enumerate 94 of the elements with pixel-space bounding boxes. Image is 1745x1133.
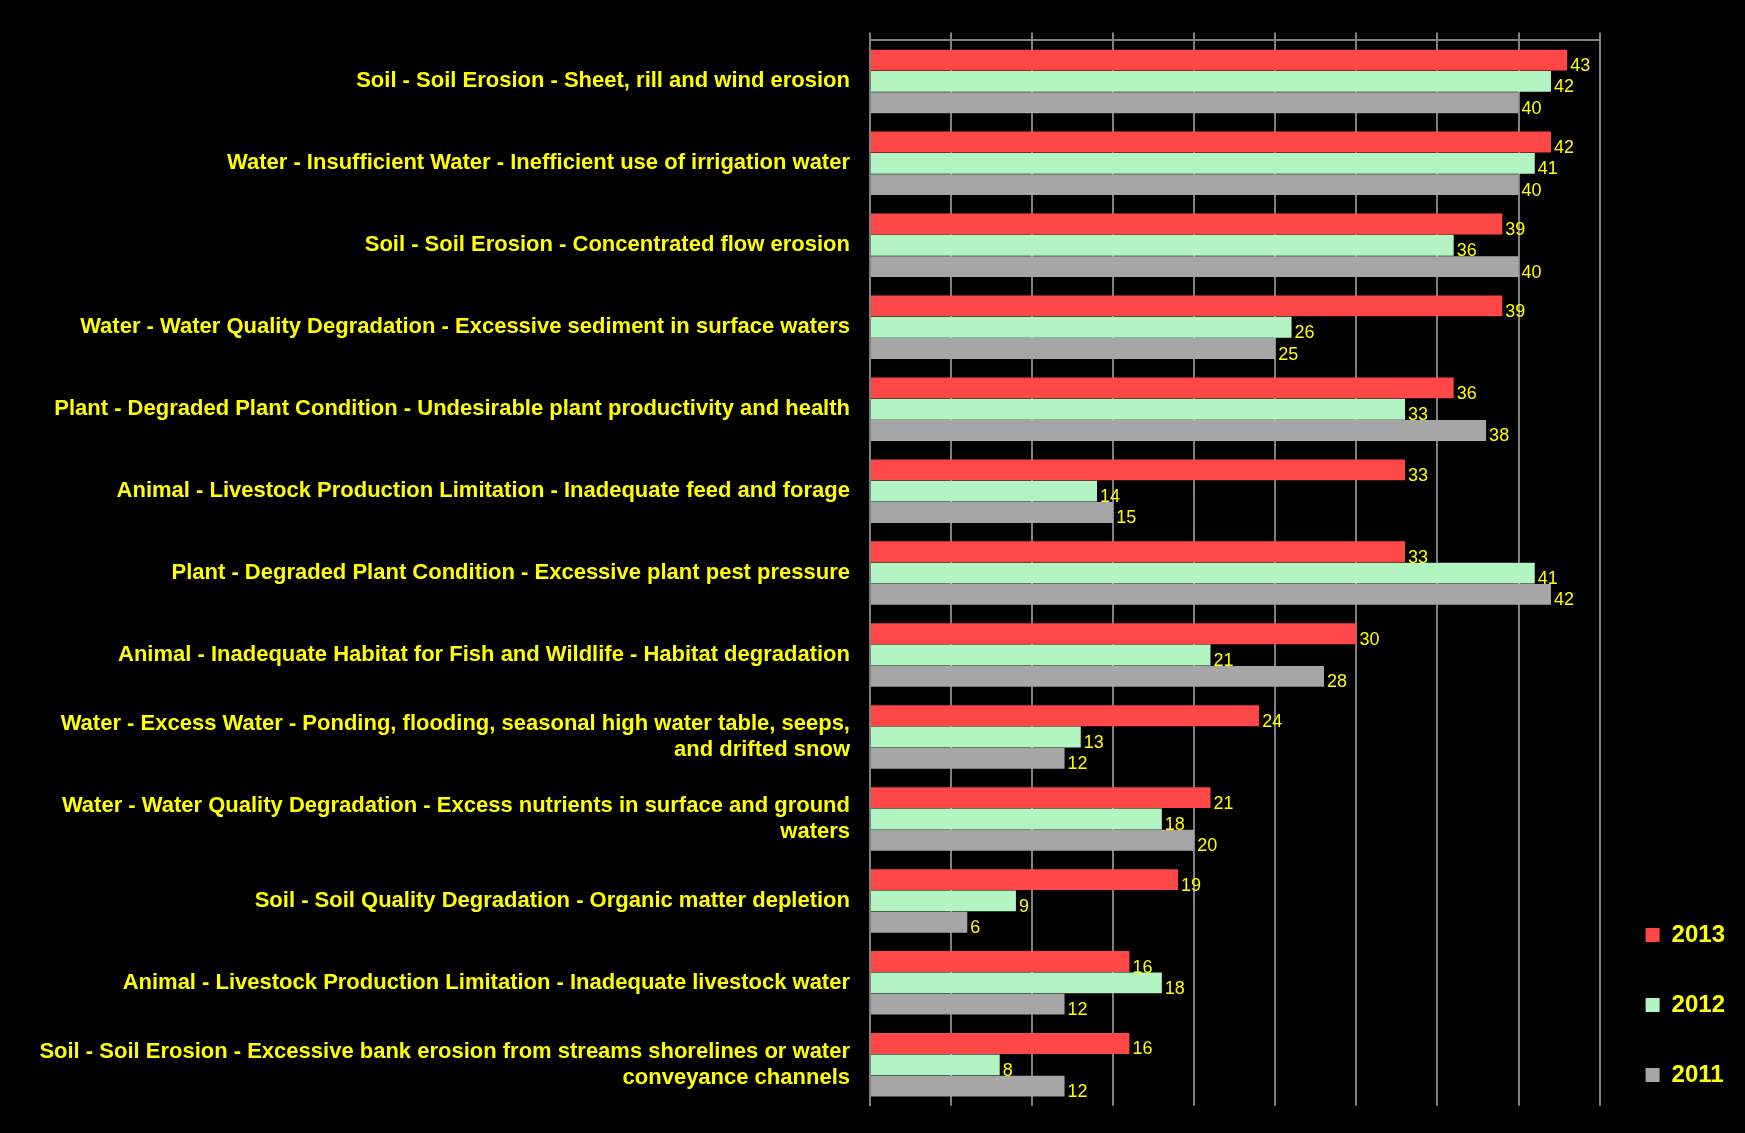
bar [871, 377, 1454, 399]
bar [871, 911, 968, 933]
data-label: 40 [1521, 261, 1542, 282]
data-label: 6 [970, 917, 981, 938]
y-tick-label: Soil - Soil Quality Degradation - Organic matter depletion [254, 886, 850, 912]
y-tick-label: Soil - Soil Erosion - Concentrated flow erosion [364, 231, 850, 257]
data-label: 24 [1262, 710, 1283, 731]
data-label: 39 [1505, 300, 1526, 321]
data-label: 42 [1553, 76, 1574, 97]
data-label: 12 [1067, 1081, 1088, 1102]
bar [871, 644, 1211, 666]
bar [871, 747, 1065, 769]
data-label: 30 [1359, 628, 1380, 649]
bar [871, 70, 1551, 92]
bar [871, 993, 1065, 1015]
bar [871, 1033, 1130, 1054]
data-label: 40 [1521, 179, 1542, 200]
y-tick-label: Plant - Degraded Plant Condition - Excessive plant pest pressure [171, 559, 850, 585]
bar [871, 541, 1406, 563]
y-tick-label: Water - Excess Water - Ponding, flooding, seasonal high water table, seeps, and drifted snow [60, 709, 851, 762]
y-tick-label: Soil - Soil Erosion - Excessive bank erosion from streams shorelines or water conveyance channels [39, 1037, 851, 1090]
data-label: 9 [1018, 895, 1029, 916]
bar [871, 295, 1503, 317]
bar [871, 234, 1454, 256]
data-label: 20 [1197, 835, 1218, 856]
bar [871, 174, 1519, 196]
y-tick-label: Animal - Livestock Production Limitation - Inadequate livestock water [122, 968, 851, 994]
bar [871, 213, 1503, 235]
data-label: 8 [1002, 1059, 1013, 1080]
bar [871, 256, 1519, 278]
data-label: 19 [1181, 874, 1202, 895]
y-tick-label: Plant - Degraded Plant Condition - Undesirable plant productivity and health [54, 395, 850, 421]
y-tick-label: Animal - Livestock Production Limitation - Inadequate feed and forage [116, 477, 850, 503]
bar [871, 623, 1357, 645]
data-label: 39 [1505, 218, 1526, 239]
bar [871, 705, 1260, 727]
bar [871, 583, 1551, 605]
data-label: 41 [1537, 568, 1558, 589]
bar [871, 972, 1162, 994]
y-tick-label: Water - Water Quality Degradation - Excessive sediment in surface waters [80, 313, 850, 339]
data-label: 21 [1213, 650, 1234, 671]
data-label: 21 [1213, 792, 1234, 813]
bar [871, 398, 1406, 420]
data-label: 16 [1132, 956, 1153, 977]
data-label: 33 [1408, 404, 1429, 425]
data-label: 36 [1456, 382, 1477, 403]
data-label: 18 [1164, 813, 1185, 834]
bar [871, 131, 1551, 153]
bar [871, 890, 1016, 912]
y-tick-label: Water - Water Quality Degradation - Excess nutrients in surface and ground waters [61, 791, 850, 844]
data-label: 28 [1326, 671, 1348, 692]
bar [871, 92, 1519, 114]
bar [871, 338, 1276, 359]
data-label: 12 [1067, 753, 1088, 774]
bar [871, 787, 1211, 809]
data-label: 18 [1164, 977, 1185, 998]
y-tick-label: Soil - Soil Erosion - Sheet, rill and wind erosion [356, 67, 850, 93]
bar [871, 665, 1324, 687]
bar [871, 316, 1292, 338]
bar [871, 1075, 1065, 1097]
data-label: 33 [1408, 464, 1429, 485]
data-label: 40 [1521, 97, 1542, 118]
y-tick-label: Animal - Inadequate Habitat for Fish and Wildlife - Habitat degradation [118, 641, 850, 667]
data-label: 26 [1294, 322, 1315, 343]
data-label: 38 [1489, 425, 1510, 446]
bar [871, 1054, 1000, 1076]
bar [871, 808, 1162, 830]
bar [871, 49, 1568, 71]
bar [871, 502, 1114, 523]
bar [871, 869, 1179, 891]
data-label: 13 [1083, 731, 1104, 752]
data-label: 12 [1067, 999, 1088, 1020]
data-label: 42 [1553, 589, 1574, 610]
legend-label: 2011 [1671, 1059, 1724, 1087]
data-label: 33 [1408, 546, 1429, 567]
bar [871, 480, 1097, 502]
data-label: 42 [1553, 136, 1574, 157]
data-label: 36 [1456, 240, 1477, 261]
data-label: 16 [1132, 1038, 1153, 1059]
bar [871, 420, 1487, 441]
data-label: 25 [1278, 343, 1299, 364]
legend-label: 2013 [1671, 919, 1725, 947]
data-label: 43 [1570, 55, 1591, 76]
bar [871, 951, 1130, 972]
bar [871, 459, 1406, 481]
data-label: 14 [1099, 486, 1121, 507]
bar [871, 152, 1535, 174]
bar [871, 562, 1535, 584]
bar [871, 726, 1081, 748]
bar [871, 829, 1195, 851]
legend-label: 2012 [1671, 989, 1725, 1017]
data-label: 41 [1537, 158, 1558, 179]
data-label: 15 [1116, 507, 1137, 528]
y-tick-label: Water - Insufficient Water - Inefficient use of irrigation water [227, 149, 851, 175]
